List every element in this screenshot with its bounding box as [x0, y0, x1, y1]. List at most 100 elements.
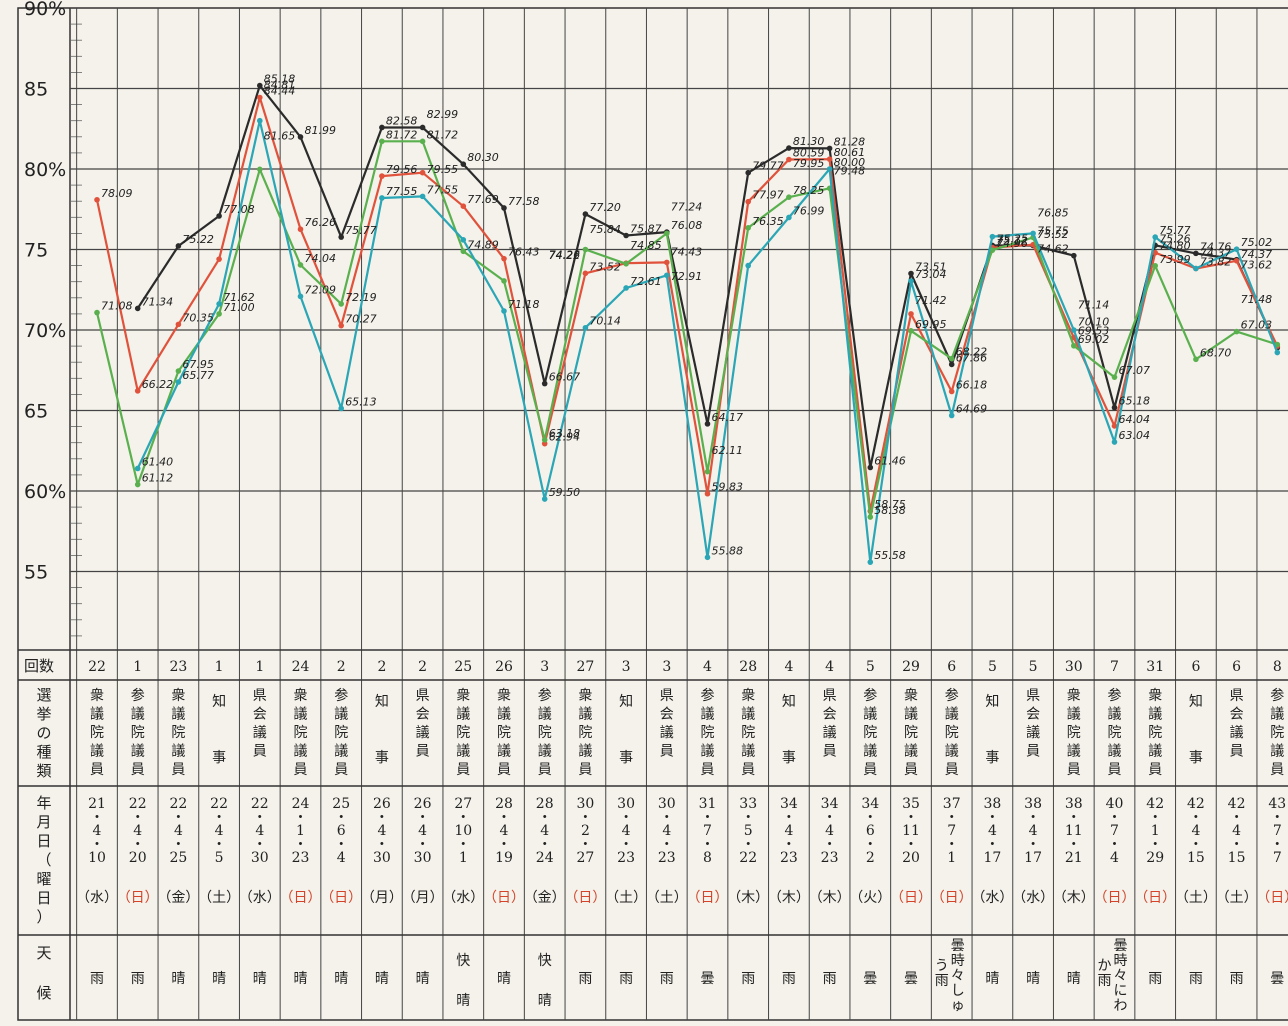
cell-type: 事 [985, 750, 999, 766]
cell-dow: （木） [727, 890, 769, 906]
cell-weather: 晴 [1067, 971, 1081, 987]
data-point [379, 124, 385, 131]
row-header-weather: 候 [36, 984, 51, 1002]
data-point [460, 161, 467, 167]
cell-count: 3 [662, 659, 671, 675]
cell-type: 県 [823, 688, 837, 704]
data-label: 75.25 [996, 232, 1028, 245]
cell-date-part: 4 [133, 823, 142, 839]
data-label: 75.12 [996, 235, 1028, 248]
cell-type: 参 [863, 687, 877, 704]
cell-date-part: 7 [947, 823, 956, 839]
y-tick-label: 75 [24, 240, 48, 262]
data-point [908, 270, 914, 277]
data-label: 77.55 [427, 183, 459, 196]
data-point [297, 293, 304, 300]
cell-date-part: 23 [292, 850, 310, 866]
cell-date-part: 15 [1228, 850, 1246, 866]
data-label: 77.69 [467, 193, 499, 206]
cell-weather: 曇 [1270, 971, 1284, 987]
cell-date-part: 7 [1273, 850, 1282, 866]
data-label: 71.14 [1078, 299, 1110, 312]
cell-date-part: 21 [1065, 850, 1083, 866]
data-label: 71.62 [223, 291, 255, 304]
cell-date-dot: ・ [171, 837, 185, 853]
cell-date-dot: ・ [416, 837, 430, 853]
cell-date-part: 30 [373, 850, 391, 866]
data-label: 66.18 [956, 379, 988, 392]
cell-date-part: 15 [1187, 850, 1205, 866]
cell-type: 県 [1026, 688, 1040, 704]
cell-type: 員 [90, 762, 104, 778]
cell-type: 議 [701, 706, 715, 723]
cell-type: 参 [1108, 687, 1122, 704]
data-label: 70.35 [182, 311, 214, 324]
cell-type: 員 [1026, 744, 1040, 760]
data-point [460, 248, 467, 255]
data-point [338, 234, 345, 240]
cell-type: 知 [782, 693, 796, 710]
cell-date-part: 34 [861, 796, 879, 812]
cell-date-dot: ・ [294, 810, 308, 826]
cell-type: 議 [456, 743, 470, 760]
cell-type: 衆 [171, 688, 185, 704]
data-point [948, 412, 955, 419]
data-point [704, 490, 711, 497]
data-point [786, 194, 792, 200]
cell-date-dot: ・ [375, 810, 389, 826]
data-label: 66.22 [142, 378, 174, 391]
cell-count: 1 [255, 659, 264, 675]
data-label: 67.95 [182, 358, 214, 371]
cell-type: 議 [131, 706, 145, 723]
cell-date-part: 24 [292, 796, 310, 812]
data-point [460, 203, 467, 209]
data-point [257, 166, 263, 173]
data-point [582, 211, 589, 217]
cell-weather: し [951, 983, 965, 999]
data-label: 79.48 [834, 164, 866, 177]
data-point [338, 301, 345, 307]
data-point [379, 138, 385, 145]
data-label: 84.44 [264, 85, 296, 98]
data-label: 81.72 [386, 128, 418, 141]
cell-date-dot: ・ [863, 837, 877, 853]
data-label: 71.08 [101, 300, 133, 313]
data-point [216, 213, 222, 219]
cell-date-part: 2 [866, 850, 875, 866]
cell-count: 31 [1146, 659, 1164, 675]
cell-date-part: 4 [337, 850, 346, 866]
cell-type: 院 [945, 725, 959, 741]
cell-count: 25 [454, 659, 472, 675]
y-tick-label: 80% [24, 159, 66, 181]
row-header-date: 日 [36, 832, 51, 850]
cell-date-part: 33 [739, 796, 757, 812]
cell-date-part: 37 [943, 796, 961, 812]
cell-date-part: 30 [658, 796, 676, 812]
cell-type: 衆 [741, 688, 755, 704]
cell-count: 4 [703, 659, 712, 675]
cell-weather: 々 [1114, 968, 1128, 984]
data-label: 77.24 [671, 200, 703, 213]
cell-date-dot: ・ [578, 837, 592, 853]
cell-type: 員 [334, 762, 348, 778]
data-label: 68.22 [956, 346, 988, 359]
cell-type: 院 [538, 725, 552, 741]
cell-date-dot: ・ [619, 837, 633, 853]
cell-dow: （月） [402, 890, 444, 906]
cell-type: 院 [904, 725, 918, 741]
cell-type: 院 [1108, 725, 1122, 741]
cell-date-part: 8 [703, 850, 712, 866]
cell-count: 26 [495, 659, 513, 675]
cell-weather: 雨 [1189, 971, 1203, 987]
cell-date-part: 4 [784, 823, 793, 839]
cell-type: 事 [212, 750, 226, 766]
cell-type: 員 [945, 762, 959, 778]
cell-date-dot: ・ [1148, 837, 1162, 853]
cell-type: 会 [660, 707, 674, 723]
cell-type: 衆 [1067, 688, 1081, 704]
cell-date-part: 1 [947, 850, 956, 866]
cell-dow: （日） [320, 890, 362, 906]
cell-type: 院 [171, 725, 185, 741]
cell-type: 議 [497, 743, 511, 760]
